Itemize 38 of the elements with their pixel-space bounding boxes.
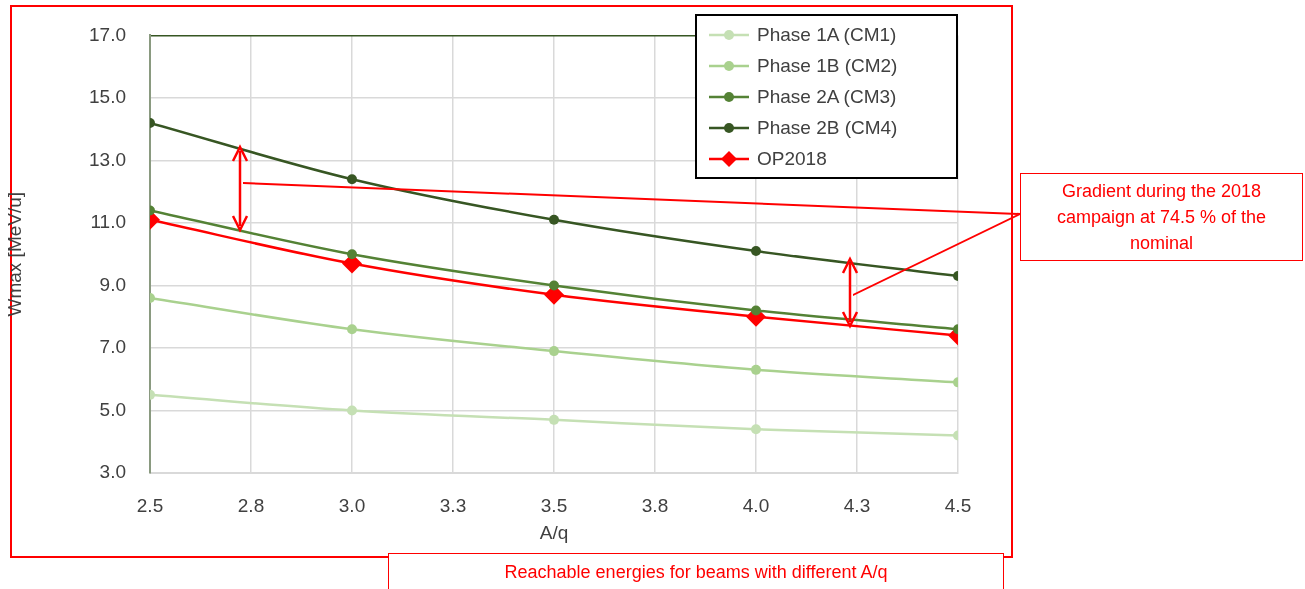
point xyxy=(549,414,559,425)
legend-label: Phase 1A (CM1) xyxy=(757,23,897,46)
point xyxy=(751,305,761,316)
legend-label: Phase 2A (CM3) xyxy=(757,85,897,108)
x-tick-label: 4.3 xyxy=(843,494,871,516)
point xyxy=(549,280,559,291)
point xyxy=(549,214,559,225)
x-tick-label: 3.3 xyxy=(439,494,467,516)
x-tick-label: 3.5 xyxy=(540,494,568,516)
caption-box: Reachable energies for beams with different A/q xyxy=(388,553,1004,589)
point xyxy=(751,246,761,257)
x-axis-title: A/q xyxy=(539,521,569,543)
note-box: Gradient during the 2018 campaign at 74.5 % of the nominal xyxy=(1020,173,1303,261)
x-tick-label: 4.5 xyxy=(944,494,972,516)
x-tick-label: 2.8 xyxy=(237,494,265,516)
y-axis-title: Wmax [MeV/u] xyxy=(3,191,25,317)
legend-label: Phase 2B (CM4) xyxy=(757,116,898,139)
y-tick-label: 13.0 xyxy=(89,148,126,170)
y-tick-label: 15.0 xyxy=(89,86,126,108)
point xyxy=(347,405,357,416)
x-tick-label: 3.8 xyxy=(641,494,669,516)
legend-label: OP2018 xyxy=(757,147,827,170)
x-tick-label: 2.5 xyxy=(136,494,164,516)
x-tick-label: 3.0 xyxy=(338,494,366,516)
y-tick-label: 9.0 xyxy=(99,273,126,295)
y-tick-label: 7.0 xyxy=(99,336,126,358)
point xyxy=(347,174,357,185)
y-tick-label: 5.0 xyxy=(99,398,126,420)
legend-label: Phase 1B (CM2) xyxy=(757,54,898,77)
x-tick-label: 4.0 xyxy=(742,494,770,516)
point xyxy=(751,424,761,435)
point xyxy=(347,324,357,335)
y-tick-label: 11.0 xyxy=(90,211,126,233)
point xyxy=(549,346,559,357)
y-tick-label: 3.0 xyxy=(99,461,126,483)
y-tick-label: 17.0 xyxy=(89,23,126,45)
point xyxy=(751,364,761,375)
point xyxy=(347,249,357,260)
